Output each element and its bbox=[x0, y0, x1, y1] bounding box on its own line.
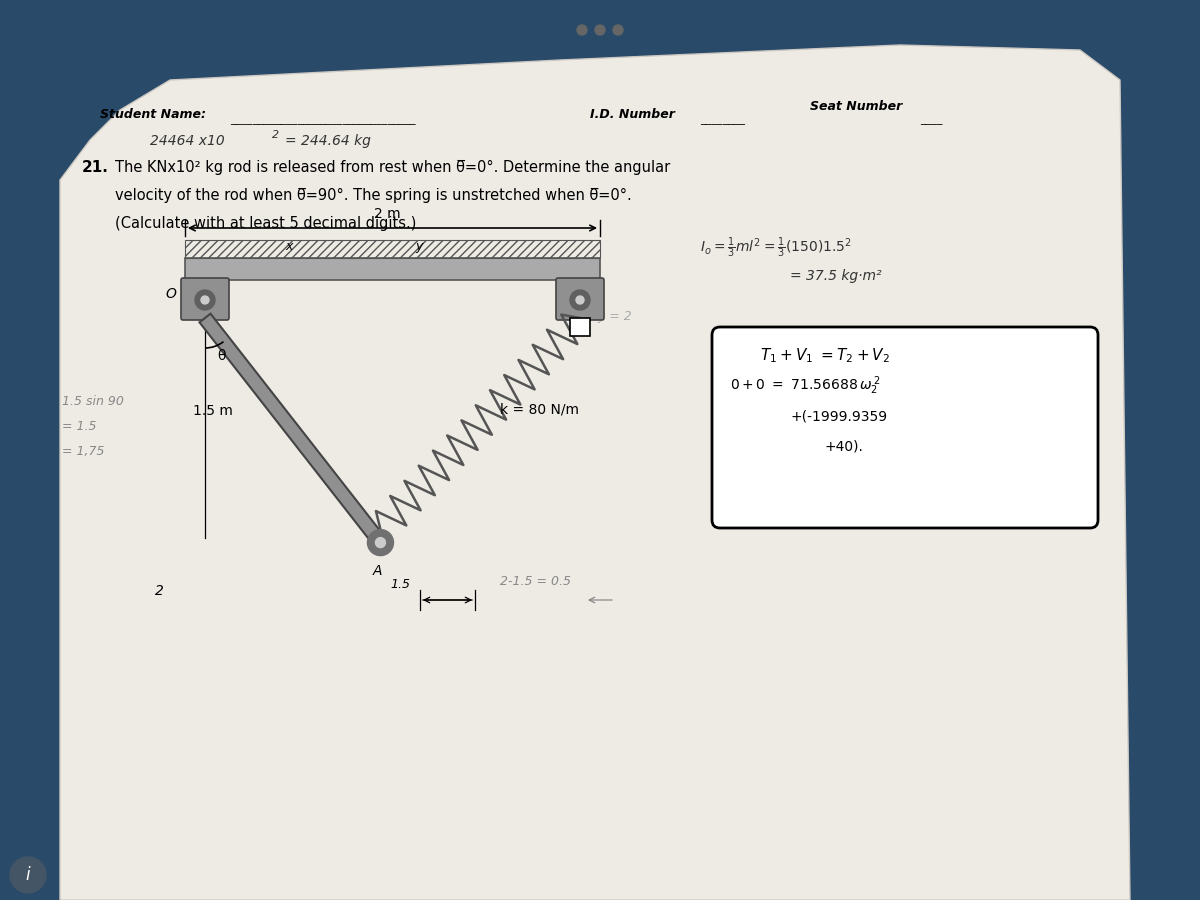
Text: x: x bbox=[286, 240, 293, 253]
Text: = 1,75: = 1,75 bbox=[62, 445, 104, 458]
Text: θ: θ bbox=[217, 349, 226, 363]
Circle shape bbox=[576, 296, 584, 304]
Text: The KNx10² kg rod is released from rest when θ̅=0°. Determine the angular: The KNx10² kg rod is released from rest … bbox=[115, 160, 671, 175]
Text: = 1.5: = 1.5 bbox=[62, 420, 96, 433]
Text: 2: 2 bbox=[272, 130, 280, 140]
FancyBboxPatch shape bbox=[556, 278, 604, 320]
Text: = 244.64 kg: = 244.64 kg bbox=[286, 134, 371, 148]
Text: A: A bbox=[372, 563, 382, 578]
Text: 2: 2 bbox=[155, 584, 164, 598]
Text: x+y = 2: x+y = 2 bbox=[580, 310, 631, 323]
Text: +(-1999.9359: +(-1999.9359 bbox=[790, 409, 887, 423]
Text: ________: ________ bbox=[700, 115, 745, 125]
Circle shape bbox=[10, 857, 46, 893]
Circle shape bbox=[367, 529, 394, 555]
Text: 1.5 m: 1.5 m bbox=[193, 404, 233, 419]
Text: $0+0\ =\ 71.56688\,\omega_2^{\,2}$: $0+0\ =\ 71.56688\,\omega_2^{\,2}$ bbox=[730, 374, 881, 397]
Text: 21.: 21. bbox=[82, 160, 109, 175]
Text: 24464 x10: 24464 x10 bbox=[150, 134, 224, 148]
Circle shape bbox=[202, 296, 209, 304]
Bar bbox=[570, 318, 590, 336]
Circle shape bbox=[613, 25, 623, 35]
Text: Student Name:: Student Name: bbox=[100, 108, 206, 121]
FancyBboxPatch shape bbox=[712, 327, 1098, 528]
Bar bbox=[185, 240, 600, 258]
Text: = 37.5 kg·m²: = 37.5 kg·m² bbox=[790, 269, 882, 283]
Text: $T_1+V_1\ =T_2+V_2$: $T_1+V_1\ =T_2+V_2$ bbox=[760, 346, 890, 365]
Circle shape bbox=[570, 290, 590, 310]
Circle shape bbox=[577, 25, 587, 35]
Text: $I_o = \frac{1}{3}ml^2 = \frac{1}{3}(150)1.5^2$: $I_o = \frac{1}{3}ml^2 = \frac{1}{3}(150… bbox=[700, 236, 852, 260]
Text: velocity of the rod when θ̅=90°. The spring is unstretched when θ̅=0°.: velocity of the rod when θ̅=90°. The spr… bbox=[115, 188, 631, 203]
Text: y: y bbox=[415, 240, 422, 253]
Text: O: O bbox=[166, 287, 176, 301]
Polygon shape bbox=[199, 314, 386, 547]
Text: k = 80 N/m: k = 80 N/m bbox=[500, 403, 580, 417]
Circle shape bbox=[595, 25, 605, 35]
Text: I.D. Number: I.D. Number bbox=[590, 108, 674, 121]
Text: 1.5 sin 90: 1.5 sin 90 bbox=[62, 395, 124, 408]
Text: (Calculate with at least 5 decimal digits.): (Calculate with at least 5 decimal digit… bbox=[115, 216, 416, 231]
Polygon shape bbox=[60, 45, 1130, 900]
Text: 2 m: 2 m bbox=[374, 207, 401, 221]
Circle shape bbox=[376, 537, 385, 547]
Text: Seat Number: Seat Number bbox=[810, 100, 902, 113]
Text: 2-1.5 = 0.5: 2-1.5 = 0.5 bbox=[500, 575, 571, 588]
Circle shape bbox=[194, 290, 215, 310]
FancyBboxPatch shape bbox=[181, 278, 229, 320]
Bar bbox=[185, 258, 600, 280]
Text: 1.5: 1.5 bbox=[390, 578, 410, 591]
Text: i: i bbox=[25, 866, 30, 884]
Text: _________________________________: _________________________________ bbox=[230, 115, 415, 125]
Text: +40).: +40). bbox=[826, 439, 864, 453]
Text: ____: ____ bbox=[920, 115, 942, 125]
